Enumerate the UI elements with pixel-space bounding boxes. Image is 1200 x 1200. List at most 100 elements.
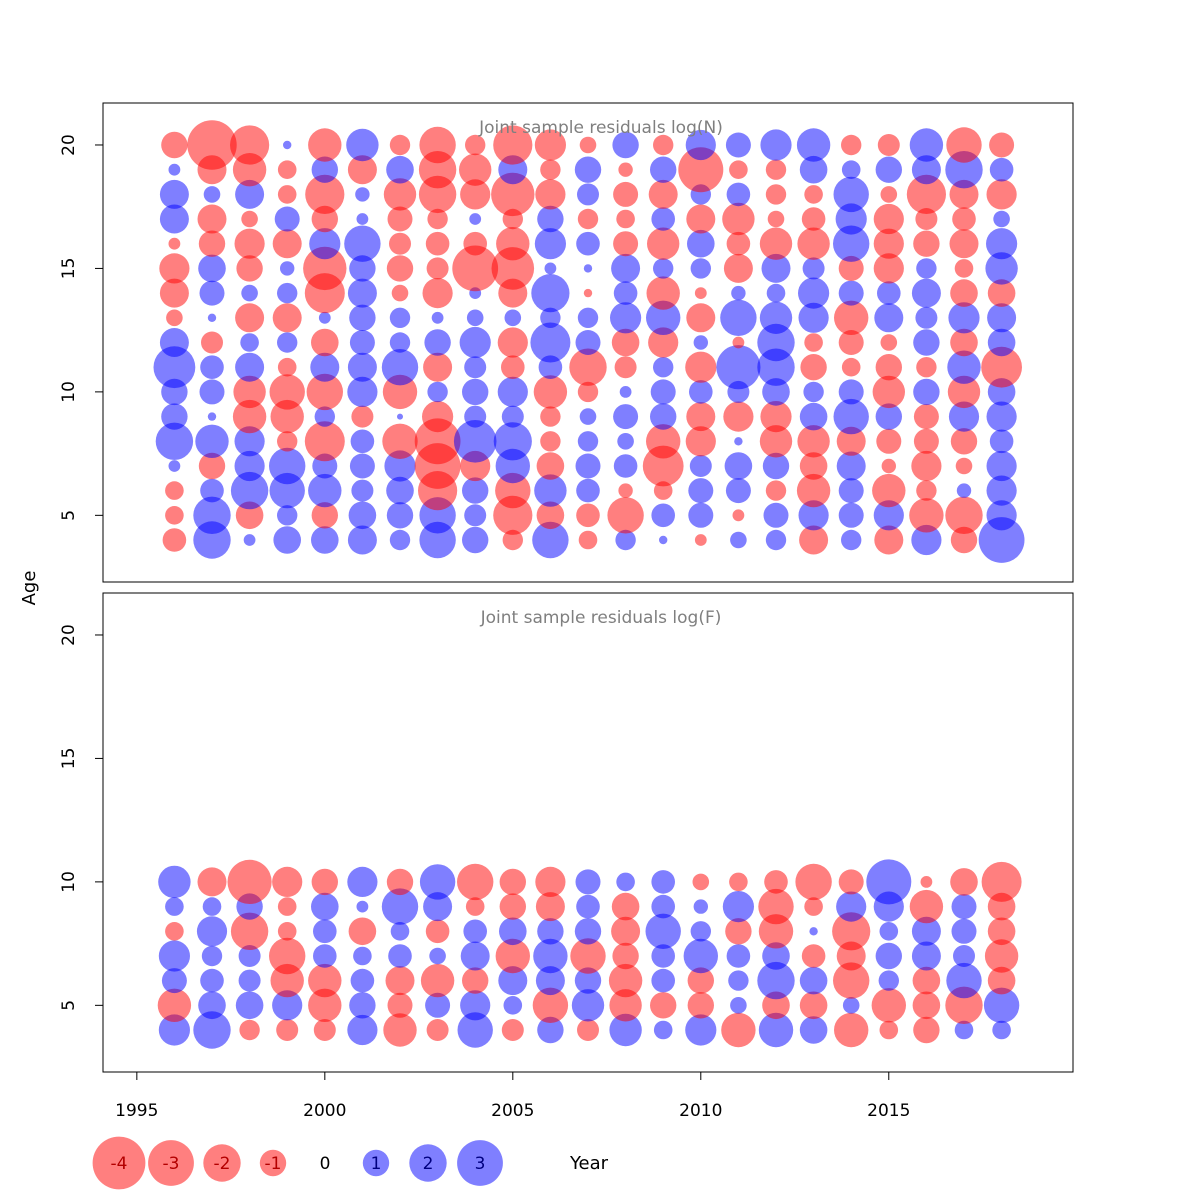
bubble-log-n-2007-age-13 bbox=[577, 307, 599, 328]
bubble-log-n-1997-age-16 bbox=[198, 230, 226, 257]
bubble-log-f-2014-age-4 bbox=[834, 1012, 869, 1048]
bubble-log-f-2004-age-6 bbox=[462, 967, 489, 994]
bubble-log-n-2007-age-7 bbox=[575, 453, 601, 479]
bubble-log-n-2015-age-9 bbox=[875, 403, 902, 430]
bubble-log-f-2010-age-10 bbox=[692, 873, 710, 891]
bubble-log-n-2018-age-11 bbox=[981, 346, 1022, 388]
bubble-log-n-2013-age-13 bbox=[798, 302, 829, 333]
bubble-log-n-2012-age-20 bbox=[760, 129, 792, 161]
bubble-log-n-2018-age-18 bbox=[986, 179, 1017, 210]
bubble-log-n-2001-age-6 bbox=[351, 479, 374, 502]
bubble-log-n-2013-age-12 bbox=[804, 333, 823, 352]
legend-label--4: -4 bbox=[111, 1154, 128, 1174]
bubble-log-n-2000-age-16 bbox=[309, 228, 341, 260]
bubble-log-f-2005-age-9 bbox=[499, 893, 526, 920]
bubble-log-n-2009-age-16 bbox=[647, 227, 680, 260]
bubble-log-n-2015-age-10 bbox=[872, 375, 905, 409]
bubble-log-f-1999-age-8 bbox=[277, 922, 297, 941]
bubble-log-n-2014-age-10 bbox=[838, 379, 864, 405]
bubble-log-n-1999-age-18 bbox=[277, 185, 297, 204]
bubble-log-n-2008-age-7 bbox=[613, 454, 638, 478]
bubble-log-n-2018-age-19 bbox=[989, 157, 1014, 182]
bubble-log-f-1999-age-10 bbox=[272, 866, 303, 898]
bubble-log-n-2012-age-13 bbox=[759, 301, 793, 334]
bubble-log-n-2007-age-5 bbox=[576, 503, 600, 528]
bubble-log-f-2018-age-4 bbox=[992, 1020, 1011, 1040]
bubble-log-n-2016-age-5 bbox=[909, 498, 944, 533]
bubble-log-n-2005-age-20 bbox=[493, 125, 533, 165]
bubble-log-n-2010-age-5 bbox=[688, 502, 714, 528]
bubble-log-n-2001-age-9 bbox=[351, 405, 374, 428]
bubble-log-n-1998-age-5 bbox=[235, 501, 264, 530]
bubble-log-n-2010-age-17 bbox=[686, 204, 716, 234]
bubble-log-n-2013-age-19 bbox=[799, 155, 828, 184]
bubble-log-n-2013-age-11 bbox=[800, 354, 827, 381]
legend-bubble-1 bbox=[362, 1149, 390, 1177]
bubble-log-n-2007-age-4 bbox=[578, 530, 598, 550]
bubble-log-n-2016-age-12 bbox=[913, 329, 940, 356]
bubble-log-n-1997-age-9 bbox=[207, 412, 217, 421]
bubble-log-n-2012-age-12 bbox=[757, 323, 795, 362]
bubble-log-n-2009-age-17 bbox=[651, 207, 675, 231]
bubble-log-n-2003-age-14 bbox=[422, 278, 453, 309]
bubble-log-f-2003-age-6 bbox=[420, 963, 455, 998]
bubble-log-n-2006-age-20 bbox=[534, 129, 567, 161]
bubble-log-n-1998-age-6 bbox=[230, 471, 269, 510]
bubble-log-f-2012-age-10 bbox=[764, 870, 788, 894]
bubble-log-n-1998-age-7 bbox=[234, 450, 265, 482]
panel-log-n-title: Joint sample residuals log(N) bbox=[478, 118, 723, 138]
bubble-log-n-1997-age-10 bbox=[199, 379, 225, 405]
bubble-log-f-2007-age-5 bbox=[571, 989, 605, 1022]
bubble-log-n-2005-age-15 bbox=[491, 247, 535, 290]
bubble-log-f-1996-age-6 bbox=[161, 968, 187, 994]
bubble-log-n-2010-age-8 bbox=[685, 426, 716, 457]
bubble-log-n-2001-age-16 bbox=[344, 225, 381, 262]
bubble-log-f-2016-age-9 bbox=[909, 889, 944, 924]
bubble-log-n-2009-age-7 bbox=[642, 445, 684, 487]
bubble-log-n-2004-age-18 bbox=[460, 179, 491, 210]
bubble-log-f-2010-age-4 bbox=[685, 1014, 717, 1046]
bubble-log-f-2008-age-9 bbox=[611, 892, 640, 921]
bubble-log-f-2009-age-5 bbox=[650, 992, 677, 1019]
y-tick-label-log-n-10: 10 bbox=[59, 381, 79, 403]
bubble-log-n-2016-age-9 bbox=[913, 404, 939, 430]
bubble-log-f-1999-age-6 bbox=[270, 963, 304, 998]
bubble-log-n-2003-age-17 bbox=[427, 208, 448, 230]
bubble-log-n-1998-age-9 bbox=[232, 399, 267, 434]
bubble-log-n-2002-age-4 bbox=[389, 529, 411, 551]
bubble-log-n-2015-age-15 bbox=[873, 253, 904, 284]
bubble-log-f-2018-age-8 bbox=[987, 917, 1016, 946]
bubble-log-f-2001-age-8 bbox=[348, 917, 377, 946]
bubble-log-n-2000-age-6 bbox=[308, 473, 342, 508]
bubble-log-n-2003-age-11 bbox=[423, 352, 453, 382]
bubble-log-n-2000-age-13 bbox=[318, 311, 331, 324]
bubble-log-n-2013-age-18 bbox=[804, 185, 823, 204]
bubble-log-n-2007-age-20 bbox=[579, 136, 597, 154]
bubble-log-n-2009-age-18 bbox=[648, 179, 678, 209]
bubble-log-n-2015-age-20 bbox=[877, 134, 900, 156]
bubble-log-n-1999-age-8 bbox=[277, 431, 298, 452]
bubble-log-n-2015-age-13 bbox=[874, 303, 904, 333]
bubble-log-n-2004-age-5 bbox=[464, 504, 487, 527]
bubble-log-n-2017-age-7 bbox=[955, 457, 973, 475]
bubble-log-n-2002-age-19 bbox=[386, 155, 414, 184]
bubble-log-n-2000-age-19 bbox=[311, 156, 338, 183]
bubble-log-f-2012-age-7 bbox=[762, 942, 790, 970]
bubble-log-n-1996-age-19 bbox=[168, 163, 181, 176]
bubble-log-n-2016-age-10 bbox=[913, 378, 940, 406]
bubble-log-n-2017-age-18 bbox=[949, 179, 979, 209]
bubble-log-f-2004-age-8 bbox=[463, 919, 488, 944]
bubble-log-n-2001-age-14 bbox=[347, 278, 377, 308]
y-axes: 5 10 15 20 5 10 15 20 bbox=[59, 134, 104, 1011]
bubble-log-n-2009-age-13 bbox=[646, 300, 681, 335]
bubble-log-n-2007-age-15 bbox=[583, 264, 593, 273]
bubble-log-n-2012-age-7 bbox=[762, 452, 790, 480]
bubble-log-n-2011-age-8 bbox=[734, 437, 743, 446]
bubble-log-f-1998-age-4 bbox=[239, 1019, 260, 1041]
bubble-log-n-2002-age-9 bbox=[397, 413, 403, 420]
bubble-log-n-2008-age-17 bbox=[616, 209, 635, 229]
bubble-log-f-2017-age-8 bbox=[951, 918, 977, 944]
bubble-log-n-1996-age-7 bbox=[168, 460, 181, 472]
bubble-log-n-2008-age-16 bbox=[613, 231, 639, 257]
bubble-log-n-2004-age-17 bbox=[469, 213, 482, 225]
